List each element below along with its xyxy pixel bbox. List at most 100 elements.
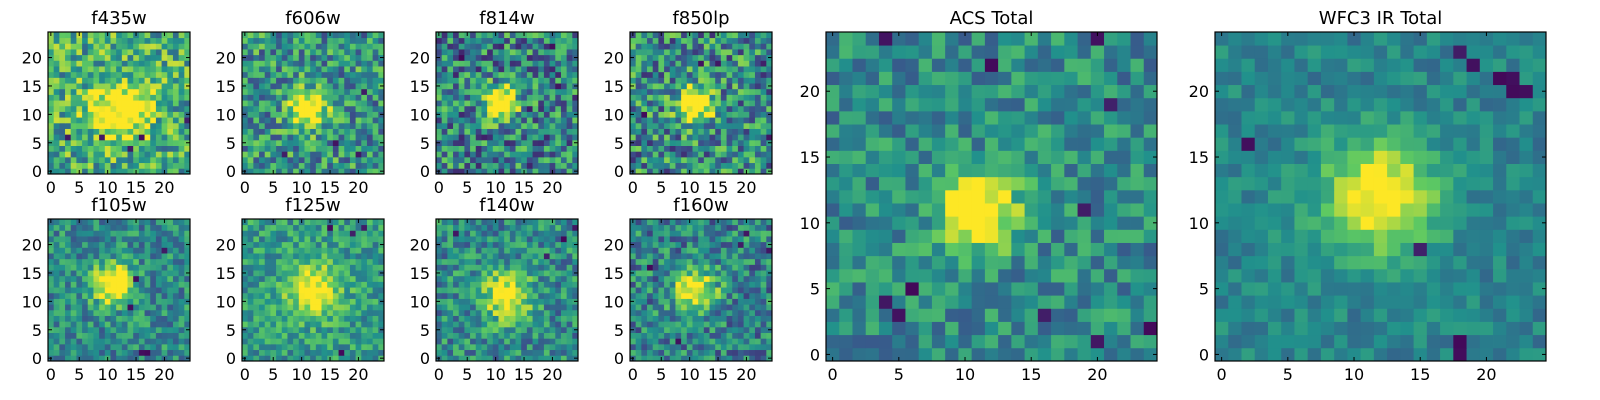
heatmap-cell [116,54,123,61]
heatmap-cell [304,304,311,311]
heatmap-cell [458,247,465,254]
heatmap-cell [492,77,499,84]
heatmap-cell [647,332,654,339]
heatmap-cell [315,292,322,299]
heatmap-cell [532,43,539,50]
heatmap-cell [48,37,55,44]
heatmap-cell [726,315,733,322]
heatmap-cell [332,326,339,333]
y-tick-label: 5 [420,134,430,153]
heatmap-cell [515,49,522,56]
heatmap-cell [538,60,545,67]
heatmap-cell [441,43,448,50]
heatmap-cell [298,304,305,311]
heatmap-cell [760,292,767,299]
heatmap-cell [93,94,100,101]
heatmap-cell [76,275,83,282]
heatmap-cell [287,71,294,78]
heatmap-cell [526,37,533,44]
heatmap-cell [247,355,254,362]
heatmap-cell [167,117,174,124]
heatmap-cell [538,247,545,254]
heatmap-cell [184,253,191,260]
heatmap-cell [133,145,140,152]
heatmap-cell [349,134,356,141]
heatmap-cell [709,162,716,169]
heatmap-cell [481,241,488,248]
heatmap-cell [298,236,305,243]
heatmap-cell [372,298,379,305]
heatmap-cell [48,151,55,158]
heatmap-cell [635,128,642,135]
heatmap-cell [703,49,710,56]
heatmap-cell [65,168,72,175]
heatmap-cell [310,49,317,56]
heatmap-cell [99,230,106,237]
heatmap-cell [372,224,379,231]
heatmap-cell [372,111,379,118]
heatmap-cell [276,349,283,356]
heatmap-cell [184,134,191,141]
heatmap-cell [310,275,317,282]
heatmap-cell [87,83,94,90]
heatmap-cell [686,77,693,84]
heatmap-cell [555,224,562,231]
heatmap-cell [281,281,288,288]
heatmap-cell [515,162,522,169]
heatmap-cell [669,43,676,50]
heatmap-cell [87,94,94,101]
heatmap-cell [526,88,533,95]
heatmap-cell [453,247,460,254]
heatmap-cell [715,332,722,339]
heatmap-cell [453,321,460,328]
heatmap-cell [692,105,699,112]
heatmap-cell [458,49,465,56]
heatmap-cell [555,315,562,322]
heatmap-cell [133,292,140,299]
heatmap-cell [538,304,545,311]
heatmap-cell [355,349,362,356]
heatmap-cell [538,128,545,135]
heatmap-cell [116,77,123,84]
heatmap-cell [293,247,300,254]
heatmap-cell [338,156,345,164]
heatmap-cell [675,100,682,107]
heatmap-cell [344,145,351,152]
heatmap-cell [630,304,637,311]
y-tick-label: 5 [226,134,236,153]
heatmap-cell [521,275,528,282]
heatmap-cell [150,230,157,237]
heatmap-cell [686,134,693,141]
heatmap-cell [692,60,699,67]
heatmap-cell [315,162,322,169]
heatmap-cell [59,247,66,254]
heatmap-cell [327,151,334,158]
heatmap-cell [366,270,374,277]
heatmap-cell [167,145,174,152]
heatmap-cell [652,338,659,345]
heatmap-cell [127,94,134,101]
heatmap-cell [172,162,180,169]
heatmap-cell [121,349,128,356]
heatmap-cell [327,230,334,237]
heatmap-cell [709,304,716,311]
heatmap-cell [566,332,573,339]
heatmap-cell [315,94,322,101]
heatmap-cell [53,236,60,243]
heatmap-cell [458,219,465,226]
heatmap-cell [378,275,385,282]
heatmap-cell [372,32,379,39]
heatmap-cell [658,83,665,90]
heatmap-cell [121,321,128,328]
heatmap-cell [481,54,488,61]
heatmap-cell [698,162,705,169]
heatmap-cell [560,287,568,294]
heatmap-cell [698,304,705,311]
heatmap-cell [344,37,351,44]
heatmap-cell [344,338,351,345]
heatmap-cell [504,77,511,84]
heatmap-cell [726,94,733,101]
heatmap-cell [293,292,300,299]
heatmap-cell [498,349,505,356]
heatmap-cell [504,168,511,175]
